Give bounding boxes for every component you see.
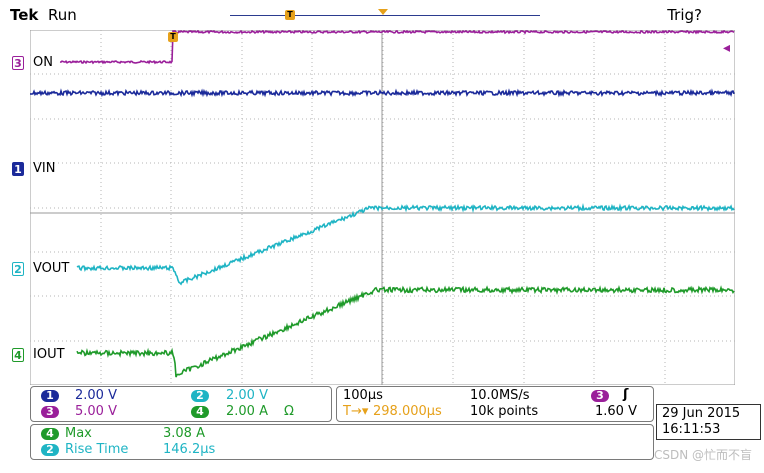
measure1-badge: 4 <box>41 428 59 440</box>
ch2-badge: 2 <box>191 390 209 402</box>
acquisition-state: Run <box>48 6 77 24</box>
ch4-waveform <box>76 285 735 378</box>
time-per-div: 100µs <box>343 388 383 403</box>
measure1-value: 3.08 A <box>163 426 205 441</box>
sample-rate: 10.0MS/s <box>470 388 530 403</box>
ch2-marker[interactable]: 2 <box>12 262 24 276</box>
ch1-waveform <box>29 88 735 98</box>
trigger-position-icon: T <box>285 10 295 20</box>
rising-edge-icon: ʃ <box>623 387 629 402</box>
measure2-name: Rise Time <box>65 442 129 457</box>
ch1-scale: 2.00 V <box>75 388 117 403</box>
ch3-marker[interactable]: 3 <box>12 56 24 70</box>
channel-settings-panel[interactable]: 1 2.00 V 2 2.00 V 3 5.00 V 4 2.00 A Ω <box>30 386 332 422</box>
measurements-panel[interactable]: 4 Max 3.08 A 2 Rise Time 146.2µs <box>30 424 654 460</box>
trigger-source-badge: 3 <box>591 390 609 402</box>
measure1-name: Max <box>65 426 92 441</box>
trigger-offset-prefix: T→▾ <box>343 404 369 419</box>
ch1-marker[interactable]: 1 <box>12 162 24 176</box>
date-text: 29 Jun 2015 <box>662 406 741 421</box>
ch4-marker[interactable]: 4 <box>12 348 24 362</box>
ch4-label: IOUT <box>33 347 65 362</box>
ch3-scale: 5.00 V <box>75 404 117 419</box>
record-length: 10k points <box>470 404 539 419</box>
status-bar: Tek Run T Trig? <box>0 0 764 28</box>
center-marker-icon <box>378 9 388 15</box>
ch4-badge: 4 <box>191 406 209 418</box>
trigger-point-icon: T <box>168 32 178 42</box>
waveform-display[interactable] <box>29 29 736 386</box>
ch2-waveform <box>76 202 735 286</box>
record-position-bar <box>230 15 540 16</box>
watermark: CSDN @忙而不盲 <box>653 448 752 462</box>
ch3-label: ON <box>33 55 53 70</box>
ch3-waveform <box>59 29 735 65</box>
measure2-value: 146.2µs <box>163 442 216 457</box>
datetime-box: 29 Jun 2015 16:11:53 <box>656 404 761 440</box>
timebase-panel[interactable]: 100µs 10.0MS/s 3 ʃ T→▾ 298.000µs 10k poi… <box>336 386 654 422</box>
trigger-level: 1.60 V <box>595 404 637 419</box>
trigger-state: Trig? <box>667 6 702 24</box>
ch2-label: VOUT <box>33 261 70 276</box>
ohm-icon: Ω <box>284 404 294 419</box>
graticule <box>29 29 736 386</box>
time-text: 16:11:53 <box>662 422 721 437</box>
ch4-scale: 2.00 A <box>226 404 268 419</box>
ch3-badge: 3 <box>41 406 59 418</box>
ch1-badge: 1 <box>41 390 59 402</box>
measure2-badge: 2 <box>41 444 59 456</box>
trigger-offset: 298.000µs <box>373 404 442 419</box>
trigger-level-icon: ◂ <box>723 40 731 56</box>
ch1-label: VIN <box>33 161 56 176</box>
brand-logo: Tek <box>10 6 39 24</box>
ch2-scale: 2.00 V <box>226 388 268 403</box>
